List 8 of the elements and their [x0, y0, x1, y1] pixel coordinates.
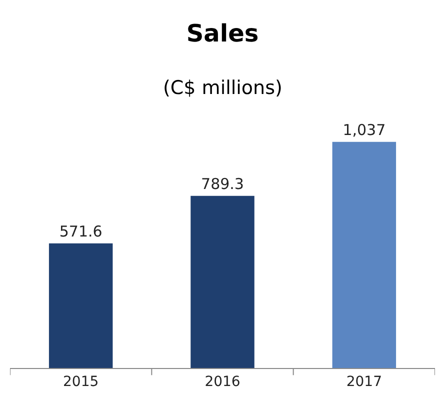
- data-label: 1,037: [342, 120, 386, 139]
- data-label: 571.6: [59, 222, 102, 240]
- x-tick-label: 2015: [63, 374, 99, 390]
- chart-title: Sales: [186, 19, 259, 48]
- chart-subtitle: (C$ millions): [163, 77, 282, 99]
- x-tick-label: 2016: [204, 374, 240, 390]
- data-label: 789.3: [201, 174, 244, 193]
- x-tick-label: 2017: [346, 374, 382, 390]
